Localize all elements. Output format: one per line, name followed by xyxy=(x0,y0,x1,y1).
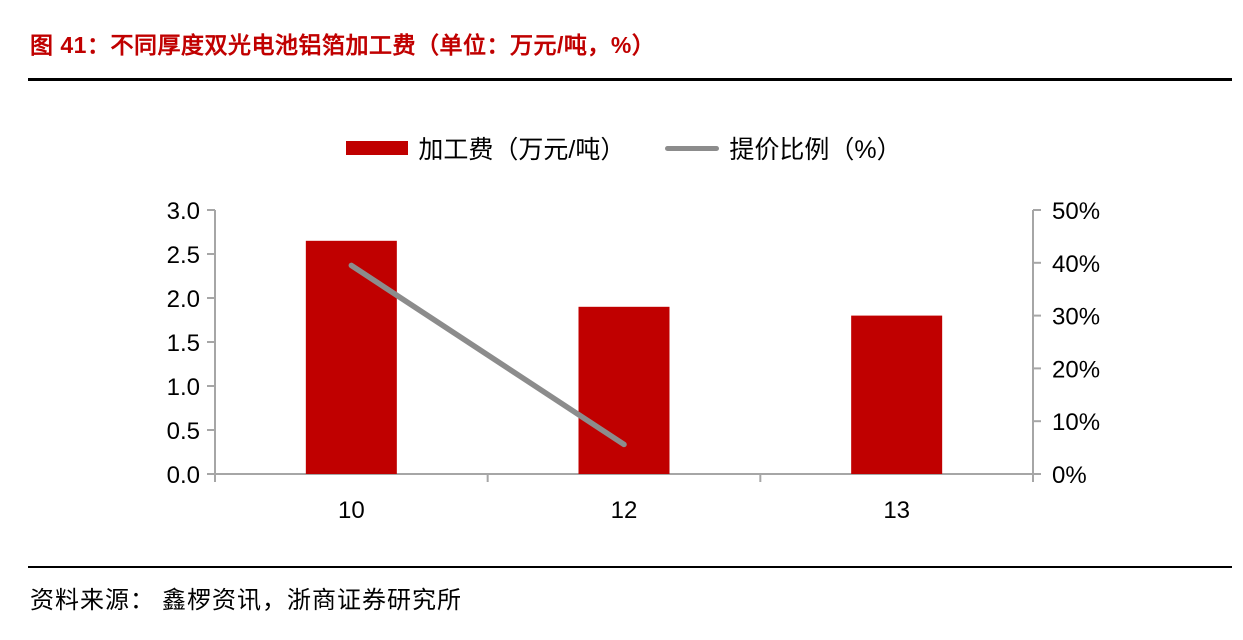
legend-item-fee: 加工费（万元/吨） xyxy=(346,130,625,166)
left-axis-label: 3.0 xyxy=(167,198,200,225)
left-axis-label: 1.5 xyxy=(167,330,200,357)
right-axis-label: 20% xyxy=(1052,356,1100,383)
left-axis-label: 0.5 xyxy=(167,418,200,445)
right-axis-label: 30% xyxy=(1052,304,1100,331)
bar-13 xyxy=(851,315,943,474)
legend-label-ratio: 提价比例（%） xyxy=(729,136,902,164)
left-axis-label: 1.0 xyxy=(167,374,200,401)
ratio-line xyxy=(348,262,627,448)
combo-chart: 0.0 0.5 1.0 1.5 2.0 2.5 3.0 0% 10% 20% 30% 40% 50% 10… xyxy=(0,185,1243,540)
x-axis-category-label: 13 xyxy=(883,497,910,524)
x-axis-category-label: 10 xyxy=(338,497,365,524)
right-axis-label: 40% xyxy=(1052,251,1100,278)
legend-item-ratio: 提价比例（%） xyxy=(665,130,902,166)
chart-legend: 加工费（万元/吨） 提价比例（%） xyxy=(215,131,1033,165)
source-note: 资料来源： 鑫椤资讯，浙商证券研究所 xyxy=(30,588,462,614)
x-axis-category-label: 12 xyxy=(611,497,638,524)
chart-canvas: 0.0 0.5 1.0 1.5 2.0 2.5 3.0 0% 10% 20% 30% 40% 50% 10… xyxy=(167,198,1100,524)
figure-title: 图 41：不同厚度双光电池铝箔加工费（单位：万元/吨，%） xyxy=(30,32,656,58)
legend-line-swatch-icon xyxy=(665,145,720,151)
legend-bar-swatch-icon xyxy=(346,141,409,155)
legend-label-fee: 加工费（万元/吨） xyxy=(418,136,626,164)
right-axis-label: 10% xyxy=(1052,409,1100,436)
left-axis-label: 2.5 xyxy=(167,242,200,269)
title-divider xyxy=(28,78,1232,81)
right-axis-label: 0% xyxy=(1052,462,1087,489)
right-axis-label: 50% xyxy=(1052,198,1100,225)
bar-12 xyxy=(578,306,670,474)
left-axis-label: 2.0 xyxy=(167,286,200,313)
source-divider xyxy=(28,566,1232,568)
left-axis-label: 0.0 xyxy=(167,462,200,489)
bar-10 xyxy=(305,240,397,474)
